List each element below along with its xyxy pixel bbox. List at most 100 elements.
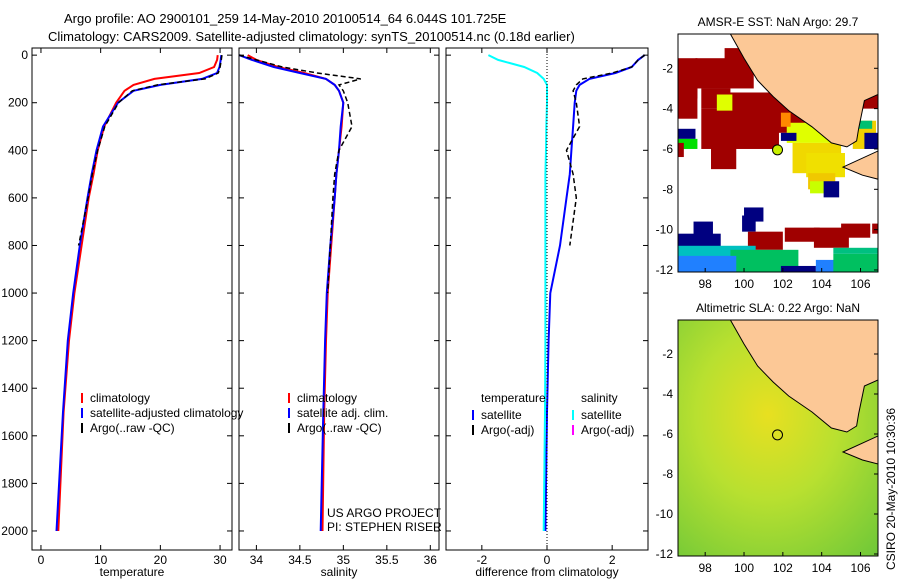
y-tick-label: 1400	[1, 381, 28, 395]
legend-label: Argo(..raw -QC)	[297, 421, 382, 435]
y-tick-label: -2	[662, 347, 673, 361]
map-content	[678, 34, 878, 272]
x-tick-label: 106	[851, 277, 871, 291]
sst-cell	[784, 227, 820, 242]
map-content	[678, 320, 878, 556]
x-tick-label: 2	[609, 553, 616, 567]
series-line-climatology	[57, 54, 219, 532]
x-tick-label: 35	[337, 553, 351, 567]
y-tick-label: -12	[656, 547, 674, 561]
y-tick-label: 600	[8, 191, 28, 205]
x-tick-label: 102	[773, 277, 793, 291]
legend-label: satellite-adjusted climatology	[90, 406, 243, 420]
x-axis-label: difference from climatology	[475, 565, 618, 579]
sst-cell	[833, 253, 878, 272]
sst-cell	[780, 132, 797, 141]
x-tick-label: 104	[812, 561, 832, 575]
y-tick-label: 0	[21, 48, 28, 62]
x-axis-label: salinity	[321, 565, 358, 579]
x-tick-label: 30	[213, 553, 227, 567]
sst-cell	[724, 48, 745, 69]
series-line-argo-raw-qc-	[77, 55, 223, 246]
y-tick-label: 1600	[1, 429, 28, 443]
y-tick-label: -2	[662, 61, 673, 75]
sst-cell	[872, 223, 878, 234]
y-tick-label: 200	[8, 96, 28, 110]
sst-cell	[711, 138, 737, 170]
y-tick-label: 1800	[1, 476, 28, 490]
panel-salinity: 34 34.5 35 35.5 36 salinity climatologysatelli…	[238, 47, 442, 579]
land-mass	[729, 320, 878, 433]
map-frame	[677, 33, 879, 273]
x-tick-label: 0	[38, 553, 45, 567]
y-tick-label: 400	[8, 143, 28, 157]
sst-cell	[678, 142, 684, 158]
title-line-2: Climatology: CARS2009. Satellite-adjuste…	[48, 29, 575, 44]
y-tick-label: -4	[662, 387, 673, 401]
x-tick-label: 35.5	[375, 553, 399, 567]
legend-label: Argo(..raw -QC)	[90, 421, 175, 435]
y-tick-label: -4	[662, 102, 673, 116]
sst-cell	[747, 231, 783, 250]
y-tick-label: 2000	[1, 524, 28, 538]
legend-label: climatology	[297, 391, 357, 405]
panel-temperature: 0 10 20 30 temperature 0 200 400 600 800 1000 1200 1…	[1, 47, 243, 579]
x-tick-label: 34	[250, 553, 264, 567]
sst-cell	[678, 128, 696, 139]
sst-cell	[833, 247, 878, 254]
x-tick-label: 98	[699, 561, 713, 575]
argo-location-marker	[772, 429, 784, 441]
x-tick-label: 34.5	[288, 553, 312, 567]
legend-label: satellite adj. clim.	[297, 406, 388, 420]
x-tick-label: 104	[812, 277, 832, 291]
map-sst_map: AMSR-E SST: NaN Argo: 29.7 98 100 102 104 106…	[656, 15, 879, 291]
land-mass	[841, 435, 878, 465]
sst-cell	[780, 265, 816, 272]
y-tick-label: 1000	[1, 286, 28, 300]
sst-cell	[864, 132, 878, 149]
sst-cell	[810, 181, 826, 194]
sst-cell	[716, 94, 733, 111]
y-tick-label: -12	[656, 263, 674, 277]
series-line-satellite	[487, 54, 548, 532]
map-title: Altimetric SLA: 0.22 Argo: NaN	[696, 301, 860, 315]
x-tick-label: 106	[851, 561, 871, 575]
y-tick-label: -10	[656, 223, 674, 237]
title-line-1: Argo profile: AO 2900101_259 14-May-2010…	[64, 11, 507, 26]
y-tick-label: 800	[8, 238, 28, 252]
sst-cell	[742, 215, 756, 232]
series-line-argo-adj-	[565, 54, 646, 246]
sst-cell	[841, 223, 871, 238]
x-tick-label: -2	[477, 553, 488, 567]
series-line-satellite-adjusted-climatology	[55, 54, 223, 532]
y-tick-label: -8	[662, 467, 673, 481]
annotation-text: US ARGO PROJECT	[327, 506, 442, 520]
land-mass	[729, 34, 878, 148]
annotation-text: PI: STEPHEN RISER	[327, 520, 442, 534]
series-line-satellite	[544, 54, 646, 532]
credit-text: CSIRO 20-May-2010 10:30:36	[884, 408, 898, 570]
legend-label: Argo(-adj)	[481, 423, 534, 437]
legend-header: temperature	[481, 391, 546, 405]
sst-cell	[823, 181, 840, 198]
series-line-satellite-adj-clim-	[239, 54, 345, 532]
plot-frame	[31, 47, 233, 551]
x-tick-label: 102	[773, 561, 793, 575]
legend-label: satellite	[581, 408, 622, 422]
y-tick-label: -10	[656, 507, 674, 521]
x-tick-label: 100	[734, 561, 754, 575]
sst-cell	[780, 112, 791, 127]
y-tick-label: -8	[662, 182, 673, 196]
map-title: AMSR-E SST: NaN Argo: 29.7	[698, 15, 859, 29]
sst-cell	[813, 227, 849, 248]
x-tick-label: 10	[94, 553, 108, 567]
legend-label: climatology	[90, 391, 150, 405]
x-tick-label: 100	[734, 277, 754, 291]
sst-cell	[678, 255, 737, 272]
sst-cell	[678, 78, 698, 119]
map-frame	[677, 319, 879, 557]
sst-cell	[852, 120, 873, 129]
y-tick-label: -6	[662, 427, 673, 441]
